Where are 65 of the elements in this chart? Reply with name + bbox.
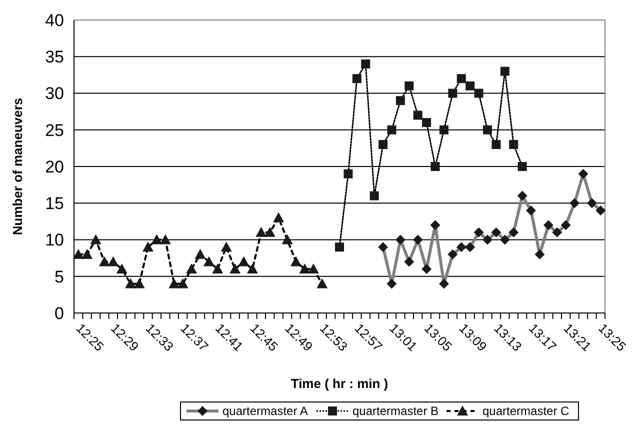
point xyxy=(396,96,405,106)
legend-label: quartermaster C xyxy=(482,404,570,418)
point xyxy=(422,118,432,128)
point xyxy=(230,264,241,274)
point xyxy=(518,162,527,171)
point xyxy=(404,81,414,90)
point xyxy=(160,234,171,244)
point xyxy=(264,226,276,237)
point xyxy=(134,278,145,288)
point xyxy=(500,66,510,76)
point xyxy=(177,278,188,288)
y-tick-label: 35 xyxy=(45,48,64,67)
x-axis-title: Time ( hr : min ) xyxy=(290,376,388,391)
point xyxy=(344,169,353,178)
point xyxy=(72,248,84,259)
point xyxy=(186,264,198,274)
point xyxy=(474,88,484,98)
legend-label: quartermaster A xyxy=(222,404,308,418)
point xyxy=(308,264,319,274)
point xyxy=(238,256,250,266)
point xyxy=(387,125,396,134)
y-tick-label: 30 xyxy=(45,84,64,104)
point xyxy=(98,256,110,266)
point xyxy=(370,191,379,200)
y-tick-label: 0 xyxy=(54,304,64,323)
point xyxy=(335,242,344,252)
point xyxy=(352,74,362,84)
point xyxy=(456,74,466,84)
y-tick-label: 20 xyxy=(45,157,64,176)
point xyxy=(256,226,267,237)
point xyxy=(361,59,370,68)
y-tick-label: 10 xyxy=(45,230,64,250)
point xyxy=(290,256,302,266)
point xyxy=(212,264,224,274)
point xyxy=(82,248,93,259)
point xyxy=(282,234,293,244)
point xyxy=(482,125,492,134)
point xyxy=(142,242,154,252)
point xyxy=(413,110,422,120)
point xyxy=(448,88,458,98)
point xyxy=(203,256,214,266)
point xyxy=(90,234,102,244)
point xyxy=(509,140,518,150)
point xyxy=(108,256,119,266)
y-tick-label: 15 xyxy=(45,194,64,214)
point xyxy=(151,234,162,244)
point xyxy=(492,140,501,150)
point xyxy=(466,81,475,90)
point xyxy=(378,140,388,150)
point xyxy=(439,125,448,134)
point xyxy=(246,264,258,274)
point xyxy=(273,212,284,222)
y-tick-label: 40 xyxy=(45,10,64,30)
point xyxy=(316,278,328,288)
y-tick-label: 5 xyxy=(54,267,64,286)
point xyxy=(125,278,136,288)
point xyxy=(116,264,128,274)
point xyxy=(220,242,232,252)
point xyxy=(430,162,440,171)
y-tick-label: 25 xyxy=(45,120,64,140)
point xyxy=(168,278,180,288)
legend-label: quartermaster B xyxy=(352,404,439,418)
point xyxy=(194,248,206,259)
y-axis-title: Number of maneuvers xyxy=(10,98,25,236)
point xyxy=(299,264,310,274)
